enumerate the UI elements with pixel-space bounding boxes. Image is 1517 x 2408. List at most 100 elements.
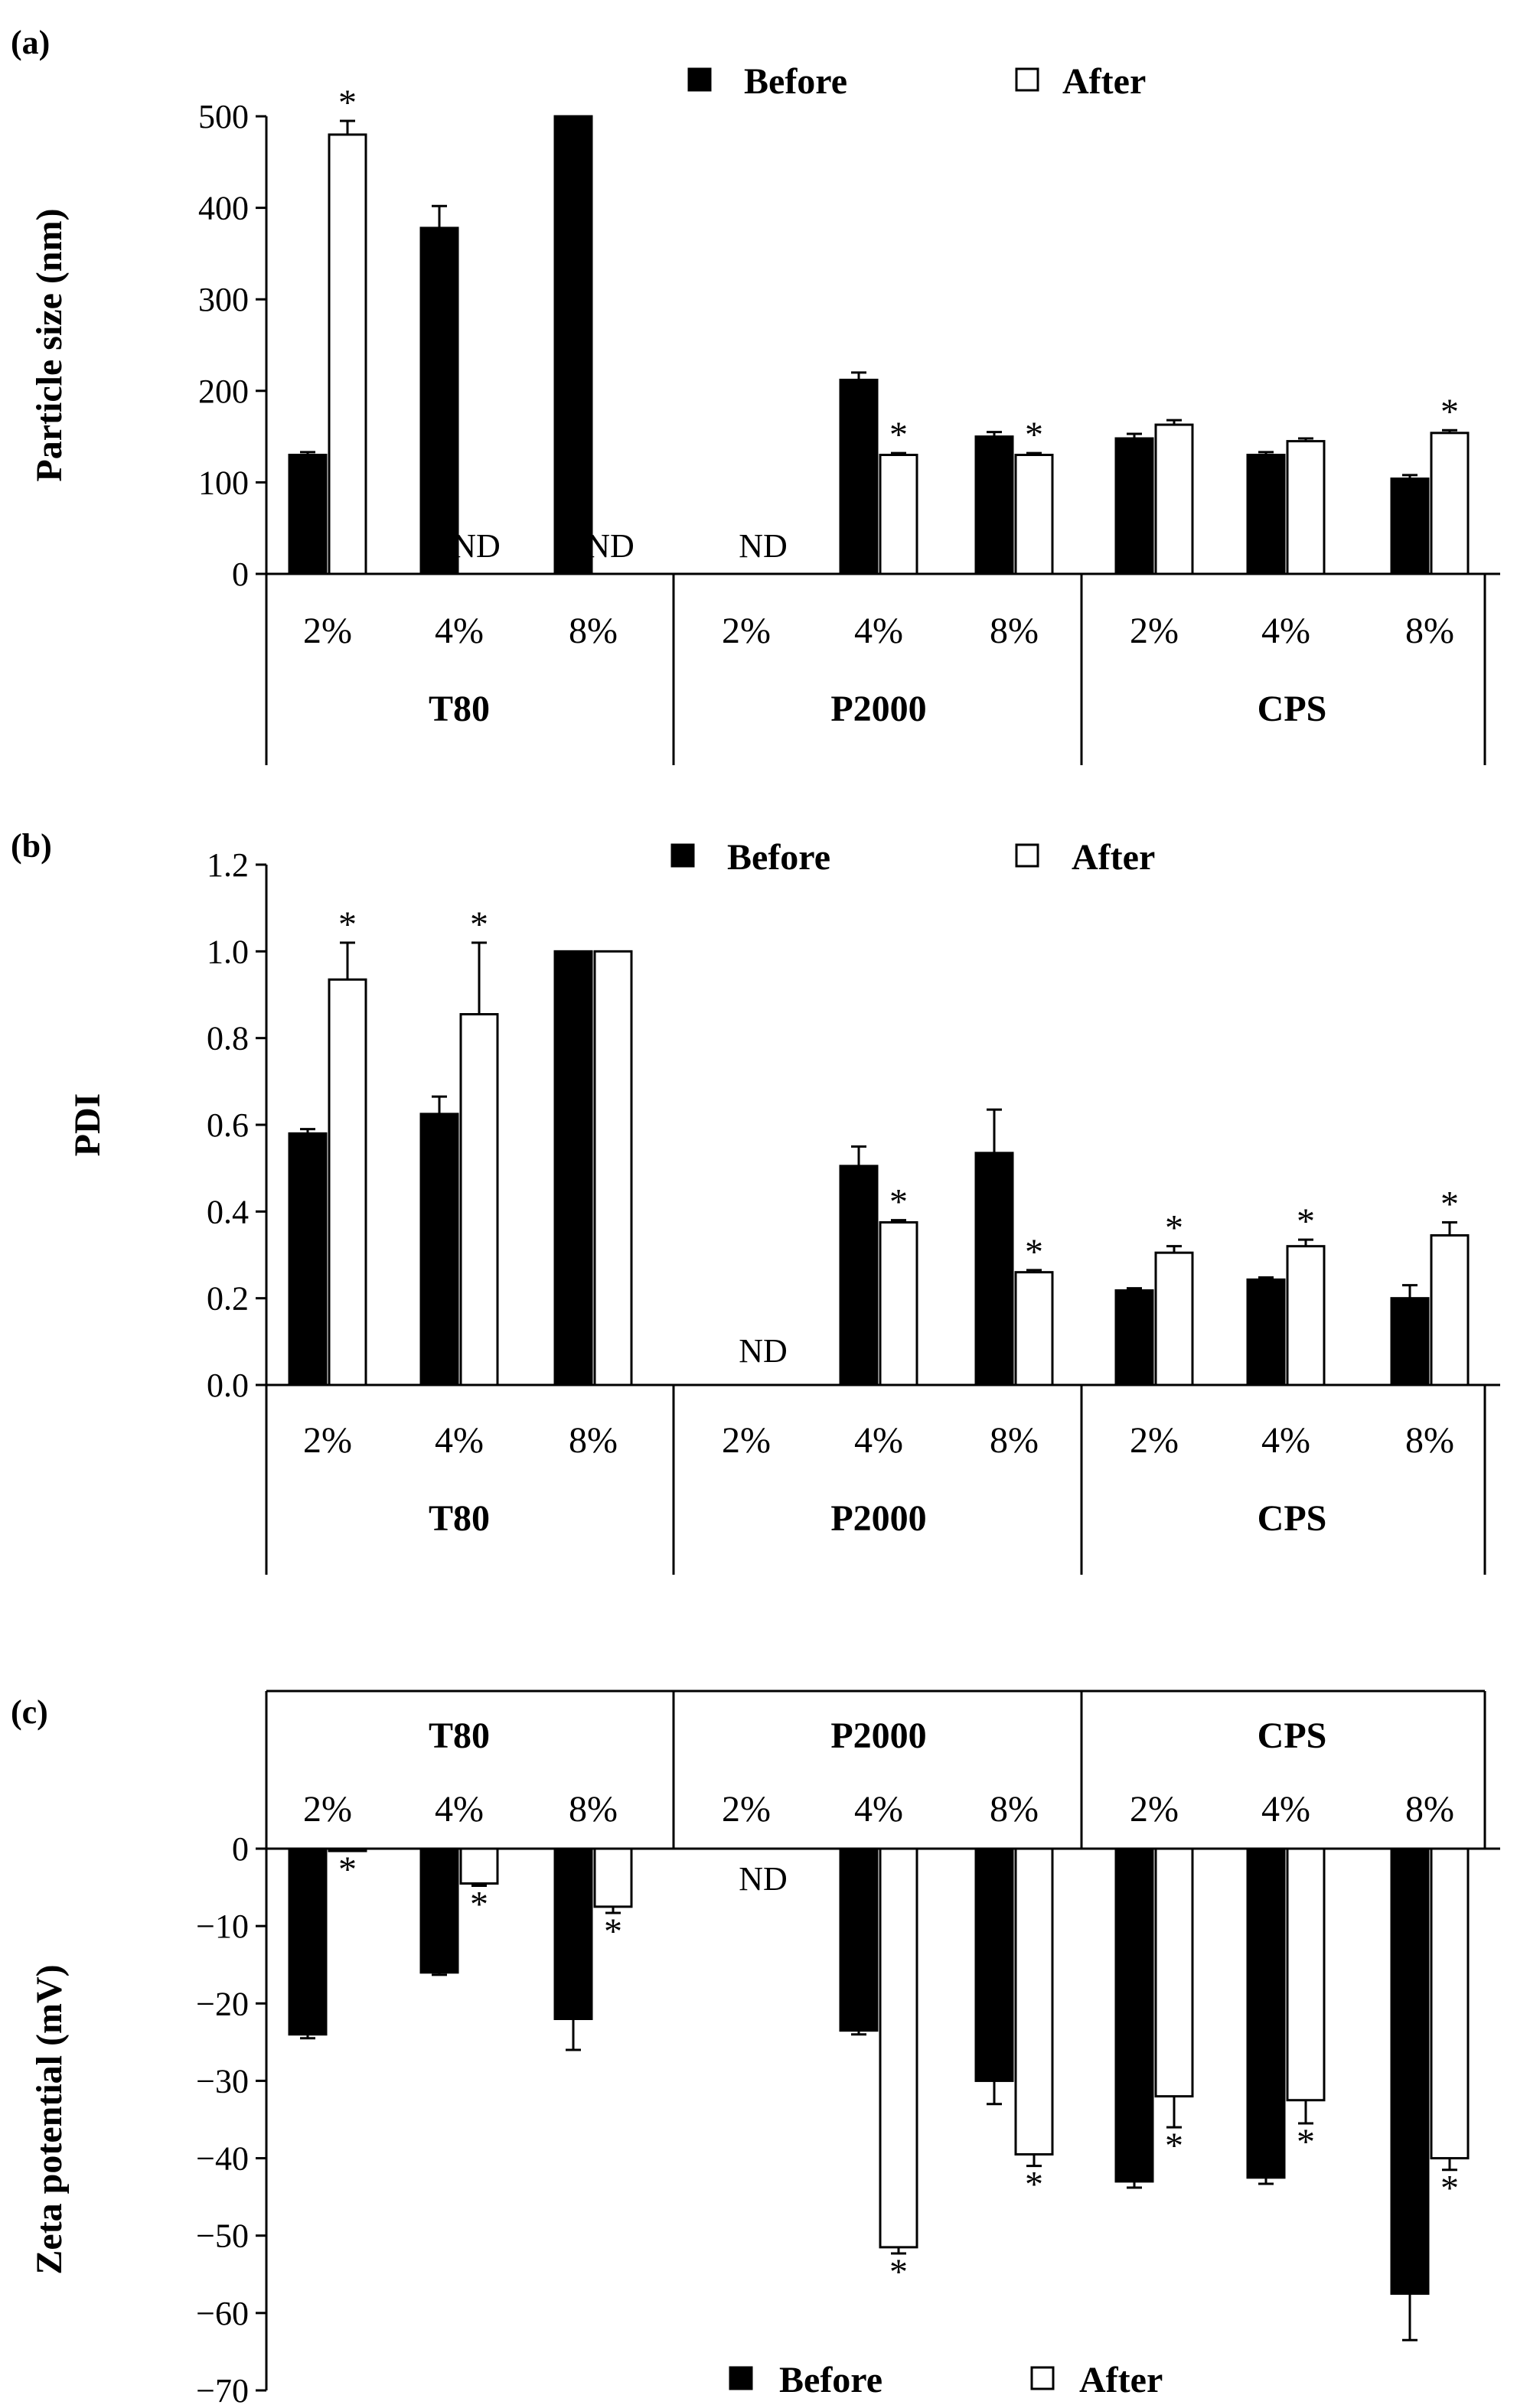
y-tick-label: 0.8 xyxy=(207,1020,249,1057)
y-tick-label: 0.2 xyxy=(207,1280,249,1318)
legend-label-after: After xyxy=(1062,61,1146,102)
bar-before xyxy=(1246,1847,1286,2179)
significance-star: * xyxy=(1440,1184,1459,1225)
category-label: 8% xyxy=(569,1420,618,1461)
category-label: 4% xyxy=(1261,611,1310,651)
y-tick-label: 300 xyxy=(198,281,249,318)
category-label: 2% xyxy=(722,1420,771,1461)
category-label: 2% xyxy=(303,611,352,651)
y-tick-label: 100 xyxy=(198,464,249,501)
bar-before xyxy=(419,226,459,575)
y-tick-label: 0 xyxy=(232,1830,249,1868)
bar-before xyxy=(1390,477,1430,575)
bar-before xyxy=(288,1847,328,2036)
bar-before xyxy=(974,1152,1014,1386)
bar-after xyxy=(593,1847,633,1908)
legend: Before After xyxy=(687,61,1146,102)
bar-after xyxy=(879,1847,918,2249)
y-tick-label: 0.4 xyxy=(207,1193,249,1230)
group-label: CPS xyxy=(1258,1716,1327,1756)
bar-after xyxy=(328,1847,367,1852)
y-tick-label: 0.0 xyxy=(207,1367,249,1404)
legend-swatch-after xyxy=(1015,67,1039,92)
significance-star: * xyxy=(889,415,908,455)
significance-star: * xyxy=(1440,2169,1459,2209)
category-label: 4% xyxy=(854,1789,903,1830)
nd-label: ND xyxy=(739,1332,788,1370)
y-tick-label: −30 xyxy=(196,2062,249,2100)
category-label: 4% xyxy=(435,1789,484,1830)
category-label: 8% xyxy=(990,1420,1039,1461)
legend-label-before: Before xyxy=(727,837,830,878)
legend: Before After xyxy=(729,2360,1163,2400)
y-tick-label: 500 xyxy=(198,98,249,135)
y-tick-label: −40 xyxy=(196,2140,249,2178)
significance-star: * xyxy=(470,1885,488,1925)
nd-label: ND xyxy=(586,527,635,565)
category-label: 2% xyxy=(303,1789,352,1830)
significance-star: * xyxy=(470,904,488,945)
y-tick-label: 400 xyxy=(198,190,249,227)
category-label: 4% xyxy=(435,1420,484,1461)
bar-before xyxy=(839,378,879,575)
significance-star: * xyxy=(1440,392,1459,432)
significance-star: * xyxy=(604,1911,622,1952)
category-label: 2% xyxy=(722,1789,771,1830)
nd-label: ND xyxy=(739,527,788,565)
category-label: 2% xyxy=(722,611,771,651)
bar-before xyxy=(553,115,593,575)
category-label: 4% xyxy=(854,611,903,651)
y-tick-label: 0.6 xyxy=(207,1106,249,1144)
legend-swatch-after xyxy=(1015,843,1039,868)
category-label: 4% xyxy=(1261,1420,1310,1461)
category-label: 4% xyxy=(1261,1789,1310,1830)
significance-star: * xyxy=(1165,2126,1183,2166)
category-label: 4% xyxy=(435,611,484,651)
bar-before xyxy=(1114,437,1154,575)
bar-after xyxy=(1286,1847,1326,2102)
legend-swatch-before xyxy=(670,843,695,868)
bar-before xyxy=(288,1132,328,1386)
group-label: T80 xyxy=(429,1498,490,1539)
significance-star: * xyxy=(338,1849,357,1890)
bar-after xyxy=(1014,454,1054,575)
group-label: P2000 xyxy=(830,1498,926,1539)
group-label: CPS xyxy=(1258,1498,1327,1539)
y-axis-label: Zeta potential (mV) xyxy=(29,1964,70,2274)
bar-after xyxy=(1286,1245,1326,1386)
y-tick-label: −60 xyxy=(196,2295,249,2332)
bar-after xyxy=(328,133,367,575)
category-label: 4% xyxy=(854,1420,903,1461)
bar-before xyxy=(974,435,1014,575)
bar-before xyxy=(419,1113,459,1386)
chart-panel-c: (c) Zeta potential (mV) 0 −10 −20 −30 −40 −50 −6… xyxy=(11,1690,1500,2408)
legend-label-after: After xyxy=(1072,837,1155,878)
bar-before xyxy=(553,950,593,1386)
bar-after xyxy=(593,950,633,1386)
group-label: T80 xyxy=(429,689,490,729)
bar-before xyxy=(974,1847,1014,2082)
bar-before xyxy=(1390,1847,1430,2296)
bar-after xyxy=(879,1221,918,1386)
category-label: 2% xyxy=(303,1420,352,1461)
legend-swatch-before xyxy=(687,67,712,92)
significance-star: * xyxy=(1297,2122,1315,2162)
bar-before xyxy=(1114,1847,1154,2183)
category-label: 2% xyxy=(1130,611,1179,651)
y-tick-label: 200 xyxy=(198,373,249,410)
significance-star: * xyxy=(889,1182,908,1223)
category-label: 8% xyxy=(569,611,618,651)
panel-label: (c) xyxy=(11,1693,48,1731)
group-label: CPS xyxy=(1258,689,1327,729)
bar-after xyxy=(328,978,367,1386)
panel-label: (a) xyxy=(11,24,50,61)
bar-before xyxy=(553,1847,593,2021)
bar-before xyxy=(839,1165,879,1386)
bar-after xyxy=(879,454,918,575)
group-label: P2000 xyxy=(830,1716,926,1756)
y-axis-label: PDI xyxy=(67,1093,108,1157)
bar-after xyxy=(1154,423,1194,575)
y-tick-label: −70 xyxy=(196,2372,249,2408)
category-label: 8% xyxy=(1405,1789,1454,1830)
